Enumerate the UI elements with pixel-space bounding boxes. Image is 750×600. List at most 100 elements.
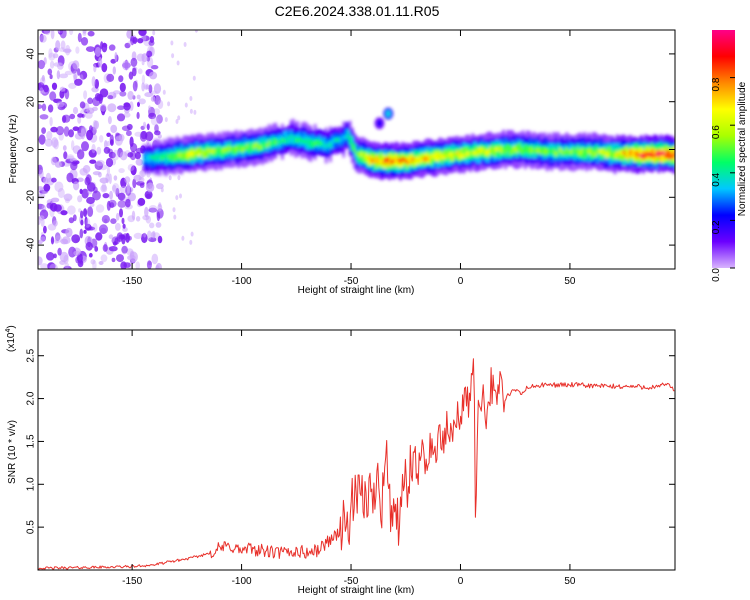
noise-speckle xyxy=(43,84,49,93)
ridge-cell xyxy=(394,155,398,164)
ridge-cell xyxy=(263,142,267,147)
ridge-cell xyxy=(204,150,208,155)
noise-speckle xyxy=(39,34,47,43)
noise-speckle xyxy=(133,232,143,239)
noise-speckle xyxy=(64,70,73,76)
noise-speckle xyxy=(149,184,153,190)
ridge-cell xyxy=(661,150,665,155)
noise-speckle xyxy=(95,204,105,213)
noise-speckle xyxy=(84,223,92,231)
noise-speckle xyxy=(112,66,117,75)
ridge-cell xyxy=(421,153,424,162)
ridge-cell xyxy=(539,150,543,155)
ridge-cell xyxy=(434,156,437,161)
spectrogram-heatmap xyxy=(38,30,675,269)
ridge-cell xyxy=(414,156,418,161)
noise-speckle xyxy=(59,86,66,92)
ridge-cell xyxy=(434,151,437,160)
noise-speckle xyxy=(189,239,193,245)
snr-y-multiplier-close: ) xyxy=(6,325,17,328)
ridge-cell xyxy=(256,145,260,150)
noise-speckle xyxy=(149,71,158,80)
noise-speckle xyxy=(183,42,187,47)
noise-speckle xyxy=(100,184,108,193)
noise-speckle xyxy=(99,135,104,143)
ridge-cell xyxy=(569,149,573,154)
noise-speckle xyxy=(148,84,153,94)
ridge-cell xyxy=(615,151,619,156)
x-tick-label: -50 xyxy=(344,576,359,587)
noise-speckle xyxy=(150,65,159,70)
ridge-cell xyxy=(267,140,271,146)
noise-speckle xyxy=(60,238,69,245)
noise-speckle xyxy=(189,96,193,101)
ridge-cell xyxy=(438,155,442,160)
noise-speckle xyxy=(82,31,87,36)
ridge-cell xyxy=(154,154,157,160)
noise-speckle xyxy=(156,211,161,222)
ridge-cell xyxy=(162,154,166,159)
ridge-cell xyxy=(246,143,249,149)
ridge-cell xyxy=(322,143,326,149)
ridge-cell xyxy=(491,148,494,153)
ridge-cell xyxy=(149,154,153,159)
ridge-cell xyxy=(449,152,453,161)
noise-speckle xyxy=(150,116,159,126)
ridge-cell xyxy=(285,137,289,143)
noise-speckle xyxy=(130,143,138,152)
ridge-cell xyxy=(565,148,569,153)
noise-speckle xyxy=(91,143,96,154)
spectrogram-panel: -150 -100 -50 0 50 -40 -20 0 20 40 Height of str… xyxy=(8,29,676,296)
noise-speckle xyxy=(43,30,51,36)
noise-speckle xyxy=(85,174,92,185)
ridge-cell xyxy=(482,147,486,153)
noise-speckle xyxy=(144,190,153,200)
ridge-cell xyxy=(405,159,409,164)
noise-speckle xyxy=(123,262,131,268)
noise-speckle xyxy=(38,59,45,70)
ridge-cell xyxy=(296,138,300,143)
ridge-cell xyxy=(443,155,446,160)
noise-speckle xyxy=(134,151,141,160)
ridge-cell xyxy=(510,149,514,154)
ridge-cell xyxy=(160,152,164,161)
ridge-cell xyxy=(309,139,313,149)
noise-speckle xyxy=(122,233,129,240)
ridge-cell xyxy=(618,151,621,160)
ridge-cell xyxy=(375,157,378,162)
noise-speckle xyxy=(148,105,152,111)
ridge-cell xyxy=(294,137,297,142)
noise-speckle xyxy=(63,126,70,137)
ridge-cell xyxy=(530,148,534,153)
ridge-cell xyxy=(318,140,321,146)
x-tick-label: 0 xyxy=(458,576,464,587)
noise-speckle xyxy=(129,251,138,263)
ridge-cell xyxy=(305,139,308,144)
noise-speckle xyxy=(115,222,121,231)
ridge-cell xyxy=(331,139,335,144)
ridge-cell xyxy=(646,151,650,156)
ridge-cell xyxy=(167,154,170,159)
spectrogram-y-axis-label: Frequency (Hz) xyxy=(8,115,19,184)
ridge-cell xyxy=(362,154,365,159)
ridge-cell xyxy=(322,139,326,148)
ridge-cell xyxy=(432,154,435,159)
noise-speckle xyxy=(86,182,96,192)
noise-speckle xyxy=(179,193,182,199)
noise-speckle xyxy=(125,198,131,208)
ridge-cell xyxy=(210,149,214,154)
ridge-cell xyxy=(197,147,201,156)
ridge-cell xyxy=(250,145,254,150)
noise-speckle xyxy=(47,223,57,231)
ridge-cell xyxy=(515,144,518,153)
ridge-cell xyxy=(635,152,639,157)
noise-speckle xyxy=(79,70,88,80)
ridge-cell xyxy=(307,137,310,147)
ridge-cell xyxy=(182,151,186,156)
noise-speckle xyxy=(135,147,145,154)
colorbar-tick-label: 0.6 xyxy=(711,125,722,139)
noise-speckle xyxy=(46,202,53,209)
ridge-cell xyxy=(583,149,586,154)
ridge-cell xyxy=(320,141,324,147)
noise-speckle xyxy=(119,151,128,161)
